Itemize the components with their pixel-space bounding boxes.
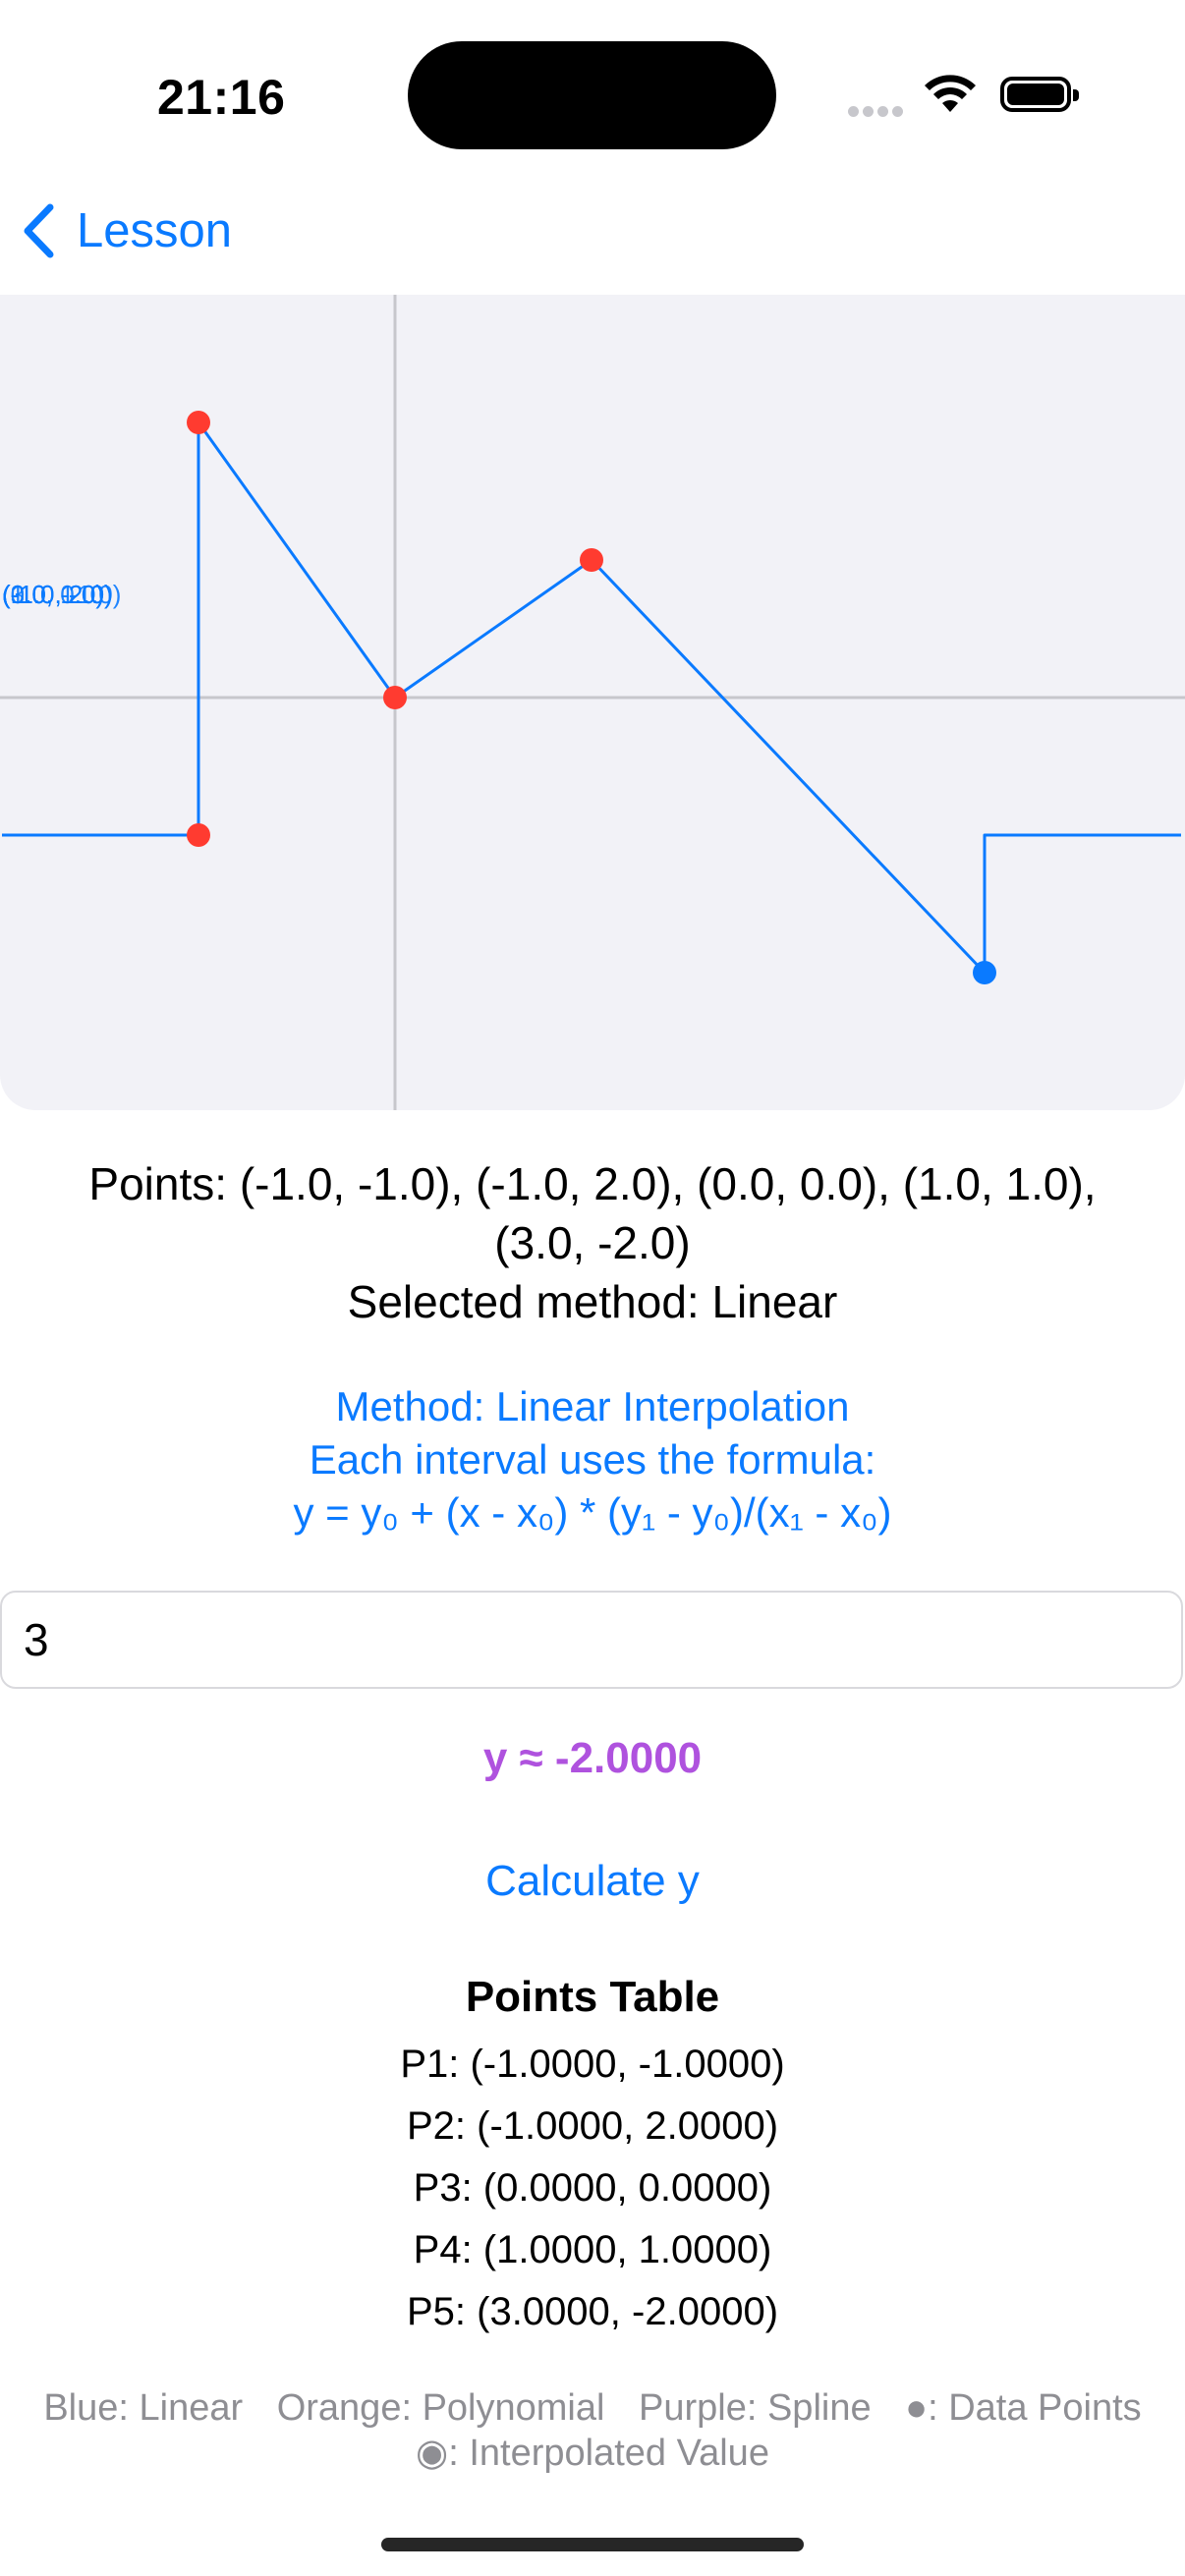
legend-data-points: ●: Data Points [905, 2387, 1142, 2429]
home-indicator [381, 2538, 804, 2551]
table-row: P5: (3.0000, -2.0000) [406, 2290, 779, 2333]
back-button-label: Lesson [77, 204, 233, 257]
point-label: (-1.0, -1.0) [2, 580, 122, 609]
battery-icon [1000, 77, 1079, 112]
points-table: P1: (-1.0000, -1.0000) P2: (-1.0000, 2.0… [0, 2034, 1185, 2343]
table-row: P2: (-1.0000, 2.0000) [406, 2104, 779, 2148]
legend-interpolated-value: ◉: Interpolated Value [416, 2433, 769, 2474]
table-row: P4: (1.0000, 1.0000) [413, 2228, 772, 2271]
cellular-signal-icon [848, 104, 907, 122]
points-table-title: Points Table [465, 1973, 720, 2021]
interpolated-point [973, 961, 996, 984]
points-line-1: Points: (-1.0, -1.0), (-1.0, 2.0), (0.0,… [88, 1158, 1097, 1209]
points-line-2: (3.0, -2.0) [494, 1217, 691, 1268]
series-line-linear [2, 420, 1181, 975]
method-title: Method: Linear Interpolation [335, 1383, 850, 1429]
status-time: 21:16 [157, 70, 286, 125]
table-row: P1: (-1.0000, -1.0000) [400, 2043, 785, 2086]
data-point [383, 686, 407, 709]
x-value-input[interactable] [0, 1591, 1183, 1689]
dynamic-island [408, 41, 776, 149]
point-label: (1.0, 1.0) [2, 580, 105, 609]
method-subtitle: Each interval uses the formula: [309, 1436, 876, 1483]
point-label: (3.0, -2.0) [2, 580, 113, 609]
method-formula: y = y₀ + (x - x₀) * (y₁ - y₀)/(x₁ - x₀) [293, 1489, 892, 1536]
data-point [187, 823, 210, 847]
result-value: y ≈ -2.0000 [482, 1734, 703, 1782]
data-point [187, 411, 210, 434]
point-label: (0.0, 0.0) [2, 580, 105, 609]
back-button[interactable]: Lesson [22, 198, 232, 263]
method-description: Method: Linear Interpolation Each interv… [0, 1380, 1185, 1540]
legend: Blue: Linear Orange: Polynomial Purple: … [0, 2385, 1185, 2476]
data-point [580, 548, 603, 572]
legend-linear: Blue: Linear [43, 2387, 244, 2429]
table-row: P3: (0.0000, 0.0000) [413, 2166, 772, 2210]
points-summary: Points: (-1.0, -1.0), (-1.0, 2.0), (0.0,… [39, 1154, 1146, 1331]
chevron-left-icon [24, 203, 54, 258]
interpolation-graph: (-1.0, -1.0) (-1.0, 2.0) (0.0, 0.0) (1.0… [0, 295, 1185, 1110]
legend-polynomial: Orange: Polynomial [276, 2387, 605, 2429]
graph-canvas [0, 295, 1185, 1110]
wifi-icon [924, 73, 977, 119]
selected-method: Selected method: Linear [347, 1276, 838, 1327]
calculate-y-button[interactable]: Calculate y [445, 1847, 740, 1916]
point-label: (-1.0, 2.0) [2, 580, 113, 609]
status-bar: 21:16 [0, 0, 1185, 187]
legend-spline: Purple: Spline [639, 2387, 872, 2429]
